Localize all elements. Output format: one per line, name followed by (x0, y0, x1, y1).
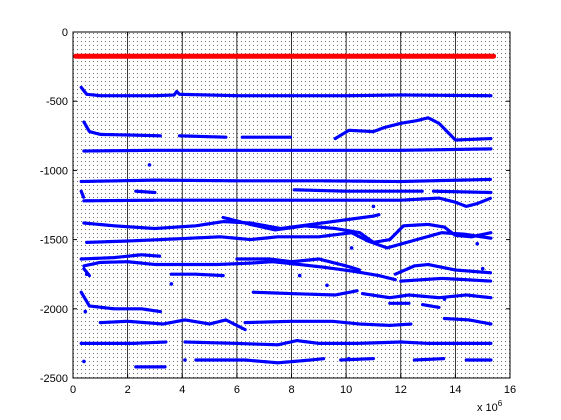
track-segment-1-10 (431, 189, 493, 195)
track-segment-1-26 (421, 303, 441, 309)
stray-point-2 (183, 358, 187, 362)
track-segment-1-22 (82, 267, 91, 278)
y-tick-label-5: -2500 (40, 373, 68, 385)
x-multiplier-base: x 10 (477, 402, 498, 414)
track-segment-1-18 (235, 257, 362, 272)
x-tick-label-0: 0 (70, 384, 76, 396)
x-tick-label-7: 14 (449, 384, 461, 396)
data-tracks (73, 53, 497, 369)
track-segment-1-21 (79, 290, 162, 314)
track-segment-1-4 (333, 116, 493, 142)
track-segment-1-19 (393, 262, 493, 276)
track-segment-1-20 (399, 276, 493, 283)
y-tick-label-2: -1000 (40, 165, 68, 177)
x-tick-label-1: 2 (125, 384, 131, 396)
track-segment-1-11 (82, 196, 493, 208)
y-axis-ticks: 0 -500 -1000 -1500 -2000 -2500 (40, 27, 510, 385)
y-tick-label-1: -500 (46, 96, 68, 108)
track-segment-1-7 (79, 189, 86, 200)
track-segment-1-1 (82, 120, 162, 138)
track-segment-1-29 (442, 316, 493, 326)
x-tick-label-5: 10 (340, 384, 352, 396)
stray-point-6 (349, 246, 354, 250)
stray-point-11 (84, 272, 89, 277)
y-tick-label-4: -2000 (40, 304, 68, 316)
track-segment-1-8 (134, 189, 157, 195)
stray-point-1 (83, 309, 88, 314)
stray-point-5 (325, 283, 329, 288)
track-segment-1-2 (177, 134, 228, 139)
x-tick-label-8: 16 (504, 384, 516, 396)
track-segment-1-30 (79, 340, 168, 345)
y-tick-label-0: 0 (62, 27, 68, 39)
x-multiplier-exponent: 6 (498, 399, 503, 408)
stray-point-9 (475, 241, 480, 246)
track-segment-1-33 (194, 357, 326, 365)
track-segment-1-34 (339, 357, 375, 362)
track-segment-1-5 (82, 147, 493, 153)
track-segment-1-16 (82, 260, 397, 282)
stray-point-7 (371, 204, 376, 209)
stray-point-10 (442, 297, 447, 301)
stray-point-12 (147, 163, 152, 167)
stray-point-8 (169, 282, 174, 286)
stray-point-13 (480, 266, 485, 271)
x-tick-label-3: 6 (234, 384, 240, 396)
x-tick-label-4: 8 (288, 384, 294, 396)
track-segment-1-31 (183, 339, 493, 347)
track-segment-1-24 (360, 292, 493, 300)
x-axis-ticks: 0 2 4 6 8 10 12 14 16 (70, 32, 516, 396)
track-segment-1-28 (243, 319, 414, 327)
track-segment-1-35 (412, 357, 446, 362)
stray-point-4 (297, 273, 302, 278)
x-multiplier-label: x 106 (477, 399, 503, 414)
track-segment-1-9 (292, 188, 425, 193)
x-tick-label-6: 12 (395, 384, 407, 396)
track-segment-1-15 (79, 253, 162, 261)
track-segment-1-0 (79, 85, 493, 98)
stray-point-0 (82, 359, 86, 364)
track-segment-1-17 (169, 272, 225, 278)
track-segment-1-14 (85, 231, 493, 250)
track-segment-1-6 (79, 177, 493, 184)
x-tick-label-2: 4 (179, 384, 185, 396)
y-tick-label-3: -1500 (40, 235, 68, 247)
track-segment-1-27 (98, 318, 247, 332)
stray-point-3 (347, 356, 351, 361)
track-segment-1-23 (251, 289, 359, 297)
